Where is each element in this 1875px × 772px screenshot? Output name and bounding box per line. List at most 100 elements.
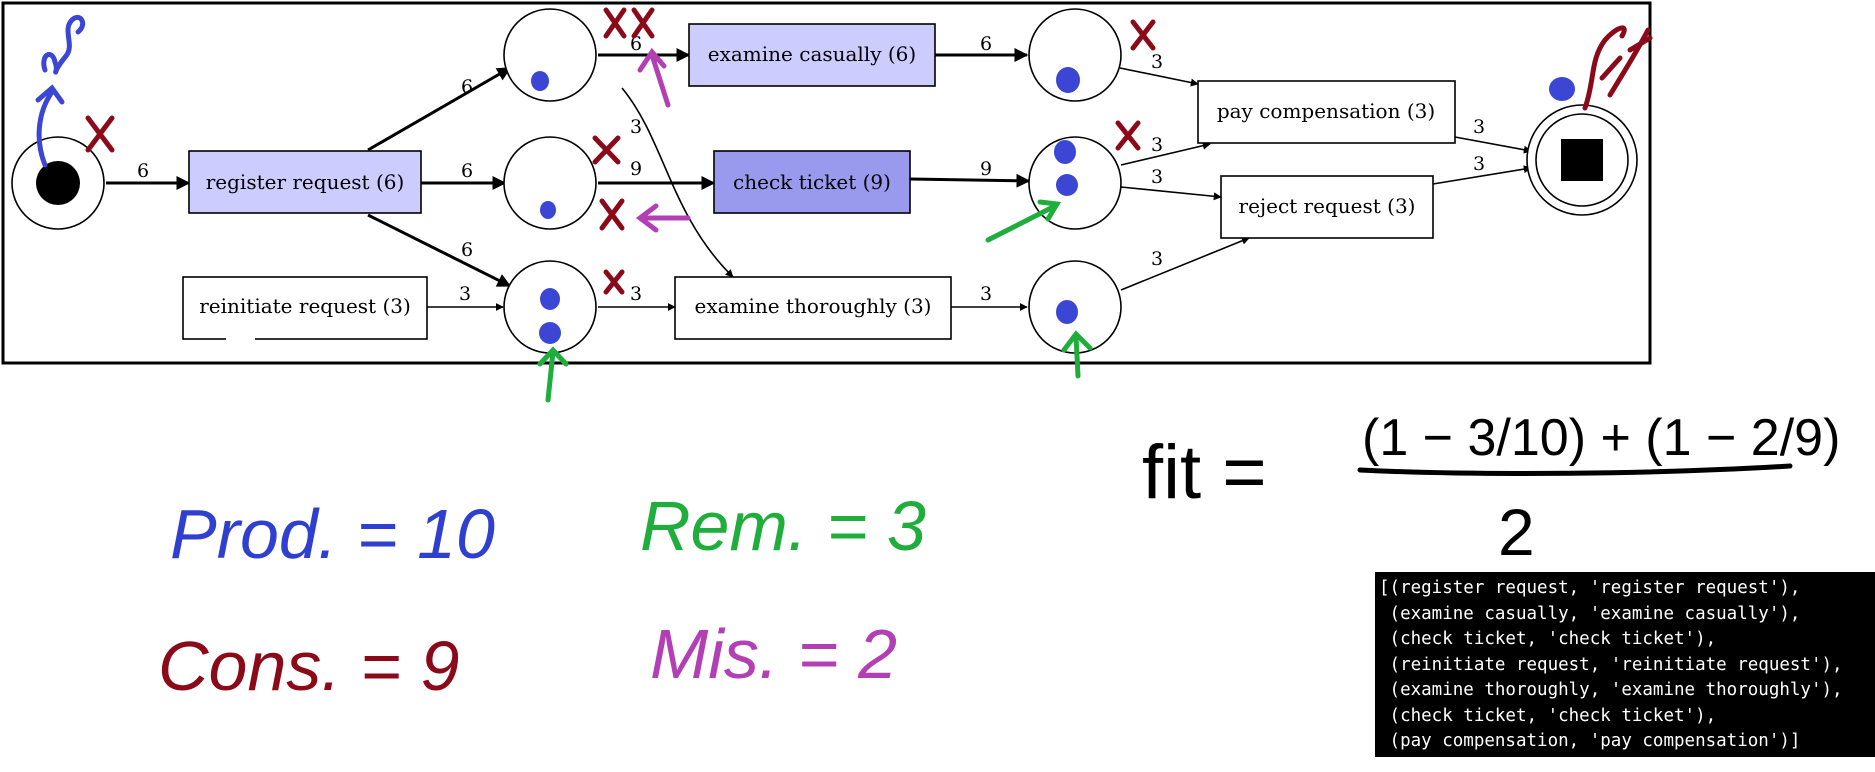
arc-label: 3 <box>1473 153 1485 175</box>
place-p1 <box>503 8 597 102</box>
arc-label: 3 <box>630 116 642 138</box>
trace-line: (examine thoroughly, 'examine thoroughly… <box>1379 680 1843 700</box>
token <box>1054 140 1076 164</box>
x-mark <box>1115 120 1141 151</box>
end-marker <box>1561 139 1603 181</box>
trace-line: (reinitiate request, 'reinitiate request… <box>1379 654 1843 675</box>
transition-label: reject request (3) <box>1239 194 1416 218</box>
transition-reinitiate-request <box>182 276 428 340</box>
x-mark <box>85 115 115 153</box>
arc-label: 6 <box>137 160 149 182</box>
arc-label: 3 <box>1473 116 1485 138</box>
arc-labels: 6 6 6 6 6 3 9 3 3 6 9 3 3 3 3 3 3 3 <box>137 33 1485 305</box>
trace-line: [(register request, 'register request'), <box>1379 578 1801 598</box>
arc-label: 6 <box>461 76 473 98</box>
arc-p6-reject <box>1120 237 1250 291</box>
transition-pay-compensation <box>1197 80 1456 144</box>
transitions <box>182 23 1456 340</box>
trace-line: (check ticket, 'check ticket'), <box>1379 629 1717 649</box>
formula-lhs: fit = <box>1142 430 1267 515</box>
arc-label: 3 <box>1151 51 1163 73</box>
produced-count: Prod. = 10 <box>170 495 495 573</box>
x-mark <box>1130 19 1156 51</box>
purple-arrow <box>649 52 671 108</box>
transition-examine-thoroughly <box>674 276 952 340</box>
token <box>1056 174 1078 196</box>
transition-label: check ticket (9) <box>733 170 891 194</box>
arc-p5-reject <box>1120 186 1222 201</box>
purple-arrow-head <box>637 47 667 73</box>
transition-label: register request (6) <box>206 170 405 194</box>
green-arrow <box>985 203 1058 243</box>
arc-p4-pay <box>1119 67 1199 87</box>
token <box>539 322 561 344</box>
consumed-marks <box>85 7 1653 295</box>
transition-register-request <box>188 150 422 214</box>
token <box>540 201 556 219</box>
arc-label: 6 <box>461 160 473 182</box>
arc-label: 3 <box>459 283 471 305</box>
arc-label: 6 <box>630 33 642 55</box>
red-scribble <box>1582 25 1653 111</box>
arc-label: 3 <box>1151 166 1163 188</box>
transition-examine-casually <box>688 23 936 87</box>
token <box>1056 300 1078 324</box>
arc-register-p3 <box>367 213 512 288</box>
remaining-count: Rem. = 3 <box>640 487 926 565</box>
formula-numerator: (1 − 3/10) + (1 − 2/9) <box>1362 409 1840 467</box>
arc-reject-end <box>1432 165 1532 185</box>
token <box>1056 67 1080 93</box>
trace-line: (check ticket, 'check ticket'), <box>1379 705 1717 726</box>
token <box>1549 77 1575 101</box>
transition-labels: register request (6) examine casually (6… <box>199 42 1435 318</box>
x-mark <box>631 7 655 39</box>
transition-label: pay compensation (3) <box>1217 99 1435 123</box>
green-arrow <box>1073 333 1081 379</box>
green-arrow <box>545 349 556 403</box>
consumed-count: Cons. = 9 <box>158 627 460 705</box>
token <box>540 288 560 310</box>
arc-label: 3 <box>1151 134 1163 156</box>
alignment-trace-panel: [(register request, 'register request'),… <box>1375 572 1875 757</box>
arc-register-p1 <box>367 66 512 152</box>
x-mark <box>603 269 625 295</box>
missing-marks <box>635 47 691 233</box>
arc-p1-examine-thoroughly <box>621 87 734 278</box>
green-arrow-head <box>1037 199 1062 222</box>
tokens <box>531 67 1575 344</box>
arc-label: 9 <box>980 158 992 180</box>
arc-label: 3 <box>630 283 642 305</box>
arcs <box>106 48 1532 311</box>
place-p2 <box>503 136 597 230</box>
transition-reject-request <box>1220 175 1434 239</box>
arc-label: 6 <box>980 33 992 55</box>
start-token <box>36 161 80 205</box>
arc-p5-pay <box>1120 141 1211 166</box>
remaining-marks <box>537 199 1093 403</box>
x-mark <box>592 135 621 165</box>
place-p4 <box>1028 8 1122 102</box>
formula-denominator: 2 <box>1498 495 1535 569</box>
x-mark <box>603 7 627 39</box>
trace-line: (examine casually, 'examine casually'), <box>1379 603 1801 624</box>
missing-count: Mis. = 2 <box>650 615 897 693</box>
green-arrow-head <box>1061 330 1093 353</box>
purple-arrow-head <box>635 203 659 233</box>
transition-label: examine thoroughly (3) <box>695 294 932 318</box>
places <box>11 8 1638 354</box>
token <box>531 71 549 91</box>
arc-pay-end <box>1454 136 1532 154</box>
blue-arrow-head <box>35 84 65 105</box>
arc-label: 6 <box>461 239 473 261</box>
arc-label: 3 <box>1151 248 1163 270</box>
trace-line: (pay compensation, 'pay compensation')] <box>1379 731 1801 751</box>
arc-check-ticket-p5 <box>909 173 1031 188</box>
fraction-bar <box>1357 463 1793 476</box>
transition-check-ticket <box>713 150 911 214</box>
transition-label: reinitiate request (3) <box>199 294 411 318</box>
blue-scribble <box>41 14 86 75</box>
arc-label: 3 <box>980 283 992 305</box>
transition-label: examine casually (6) <box>708 42 916 66</box>
